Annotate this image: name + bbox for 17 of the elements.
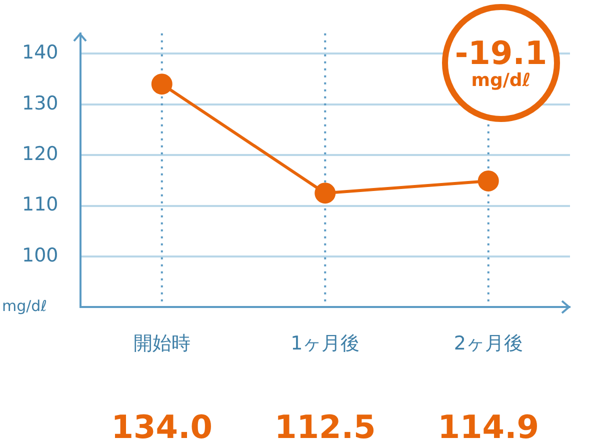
x-tick-label: 2ヶ月後 — [454, 332, 523, 355]
y-tick-label: 130 — [22, 92, 58, 114]
annotation: -19.1 — [454, 34, 548, 72]
x-tick-label: 開始時 — [133, 332, 190, 355]
data-label: 134.0 — [111, 408, 212, 444]
data-label: 112.5 — [274, 408, 376, 444]
y-tick-label: 100 — [22, 244, 58, 266]
point — [314, 182, 336, 204]
y-axis-title: mg/dℓ — [2, 297, 47, 316]
x-tick-label: 1ヶ月後 — [290, 332, 360, 355]
y-tick-label: 110 — [22, 194, 58, 216]
annotation: mg/dℓ — [471, 70, 531, 91]
y-tick-label: 140 — [22, 42, 58, 64]
point — [478, 170, 499, 192]
data-label: 114.9 — [438, 408, 539, 444]
point — [151, 74, 172, 95]
y-tick-label: 120 — [22, 143, 58, 166]
